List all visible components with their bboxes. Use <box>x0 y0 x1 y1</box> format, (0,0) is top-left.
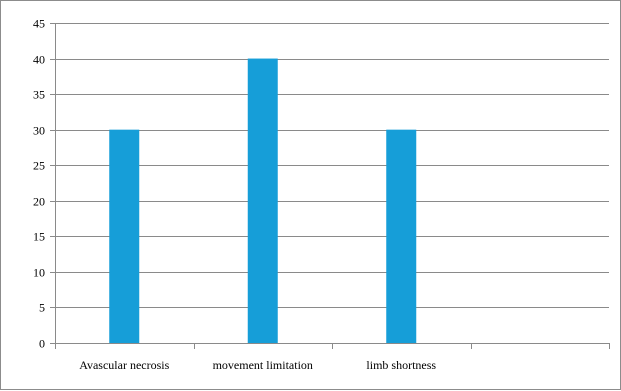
x-category-label: limb shortness <box>366 358 436 372</box>
y-tick-label: 45 <box>33 17 45 31</box>
x-category-label: Avascular necrosis <box>79 358 169 372</box>
y-tick-label: 5 <box>39 301 45 315</box>
x-category-label: movement limitation <box>213 358 313 372</box>
y-tick-label: 20 <box>33 195 45 209</box>
bar-1 <box>109 129 140 343</box>
bar-2 <box>247 58 278 344</box>
y-tick-label: 35 <box>33 88 45 102</box>
bars <box>109 58 417 344</box>
y-tick-label: 15 <box>33 230 45 244</box>
y-tick-label: 25 <box>33 159 45 173</box>
y-tick-label: 40 <box>33 53 45 67</box>
labels: 0 5 10 15 20 25 30 35 40 45 Avascular necrosis move… <box>33 17 436 373</box>
y-tick-label: 30 <box>33 124 45 138</box>
gridlines <box>55 23 609 308</box>
y-tick-label: 0 <box>39 337 45 351</box>
axes <box>50 23 610 349</box>
y-tick-label: 10 <box>33 266 45 280</box>
bar-3 <box>386 129 417 343</box>
